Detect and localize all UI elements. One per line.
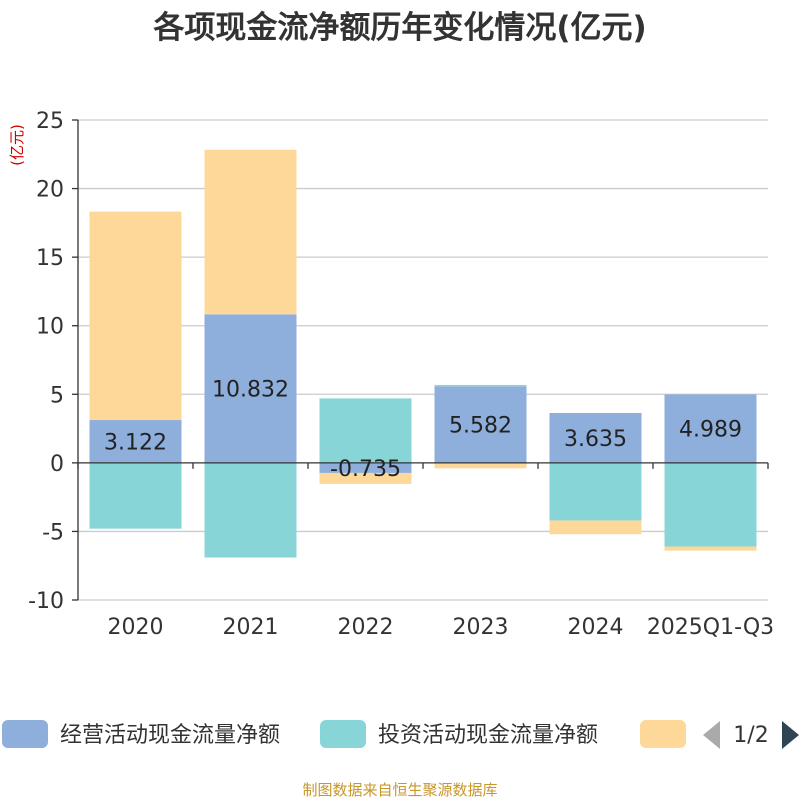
chart-title: 各项现金流净额历年变化情况(亿元) [152,10,646,46]
bar-2-2025Q1-Q3 [664,462,757,547]
legend-page-indicator: 1/2 [733,723,768,748]
x-tick-label: 2023 [453,615,509,640]
bar-1-2022 [319,462,412,473]
bar-3-2021 [204,149,297,315]
bar-1-2023 [434,386,527,463]
y-tick-label: 20 [36,178,64,203]
bar-1-2020 [89,420,182,463]
x-tick-label: 2020 [108,615,164,640]
data-labels: 3.122 10.832 -0.735 5.582 3.635 4.989 [104,378,742,482]
data-label-2022: -0.735 [330,457,401,482]
bar-1-2021 [204,314,297,463]
legend-swatch-1[interactable] [2,720,48,748]
data-label-2025Q1-Q3: 4.989 [679,418,742,443]
data-label-2023: 5.582 [449,414,512,439]
source-note: 制图数据来自恒生聚源数据库 [302,781,497,799]
bar-3-2025Q1-Q3 [664,546,757,551]
bars [89,149,757,558]
legend-swatch-2[interactable] [320,720,366,748]
bar-2-2023 [434,384,527,387]
y-tick-label: 15 [36,246,64,271]
bar-3-2023 [434,462,527,469]
legend-label-2[interactable]: 投资活动现金流量净额 [378,723,598,748]
x-tick-label: 2025Q1-Q3 [647,615,774,640]
x-tick-label: 2024 [568,615,624,640]
y-tick-label: 5 [50,383,64,408]
y-tick-label: 0 [50,452,64,477]
y-tick-label: 25 [36,109,64,134]
bar-2-2021 [204,462,297,558]
bar-2-2024 [549,462,642,521]
axes: 25 20 15 10 5 0 -5 -10 2020 2021 2022 2023 2024 2025Q… [28,109,774,640]
y-tick-label: -5 [42,520,64,545]
bar-3-2024 [549,520,642,535]
bar-1-2025Q1-Q3 [664,394,757,463]
y-axis-unit: (亿元) [8,124,26,166]
legend-next-page-icon[interactable] [782,721,799,749]
legend-label-1[interactable]: 经营活动现金流量净额 [60,723,280,748]
legend: 经营活动现金流量净额 投资活动现金流量净额 1/2 [2,720,799,749]
data-label-2021: 10.832 [212,378,289,403]
y-tick-label: -10 [28,589,64,614]
x-tick-label: 2021 [223,615,279,640]
bar-2-2020 [89,462,182,529]
bar-1-2024 [549,413,642,463]
grid [78,119,768,601]
bar-3-2022 [319,472,412,484]
data-label-2020: 3.122 [104,430,167,455]
bar-2-2022 [319,398,412,463]
y-tick-label: 10 [36,315,64,340]
x-tick-label: 2022 [338,615,394,640]
legend-prev-page-icon[interactable] [703,721,720,749]
legend-swatch-3[interactable] [640,720,686,748]
data-label-2024: 3.635 [564,427,627,452]
bar-3-2020 [89,211,182,421]
